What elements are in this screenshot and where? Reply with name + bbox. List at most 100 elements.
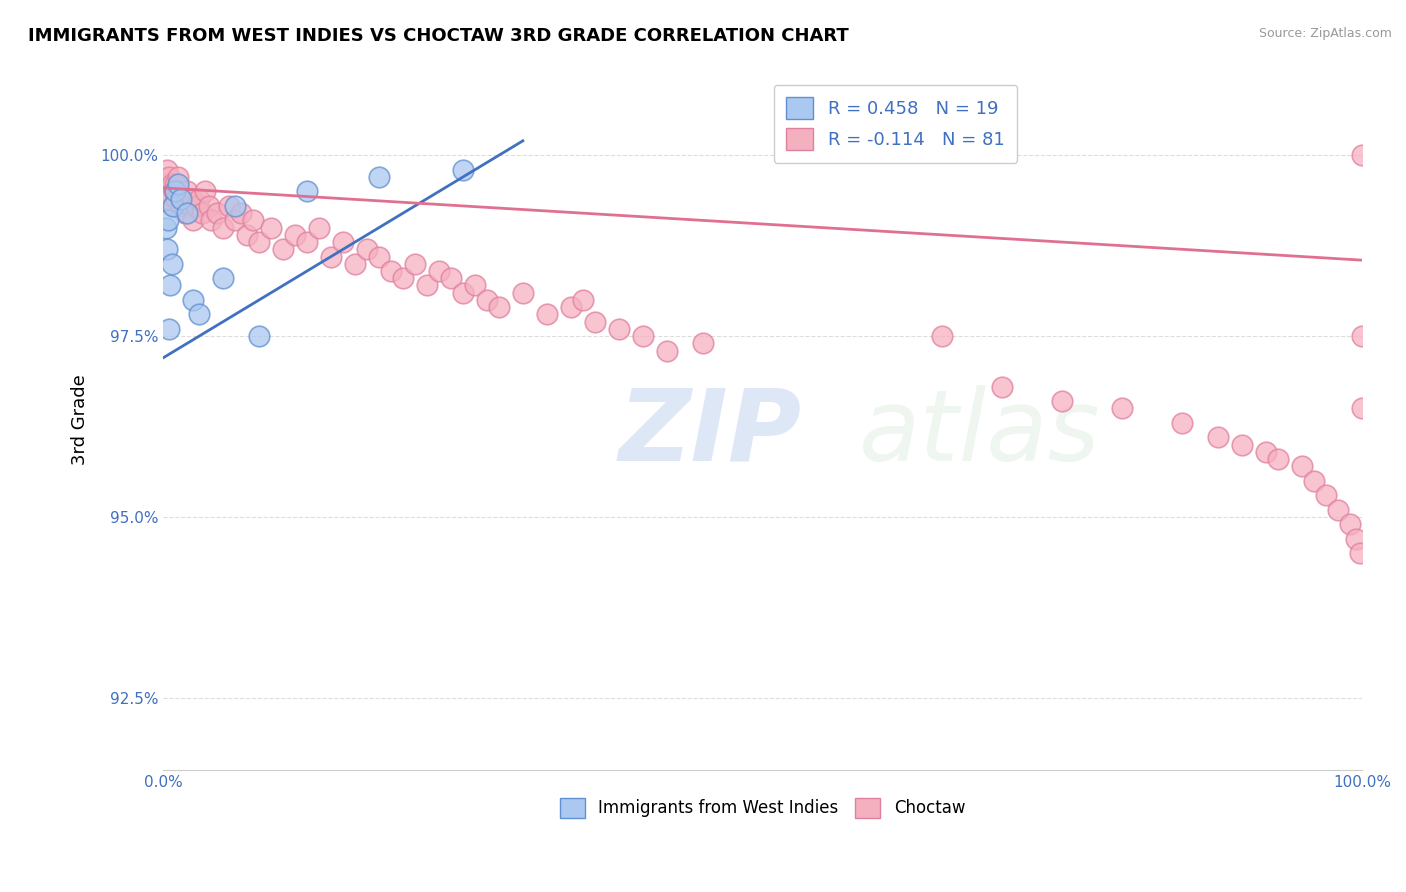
Point: [176, 206, 198, 220]
Point: [160, 178, 183, 192]
Point: [166, 178, 188, 192]
Point: [572, 293, 595, 307]
Point: [181, 293, 204, 307]
Point: [536, 307, 558, 321]
Point: [167, 185, 190, 199]
Point: [1339, 517, 1361, 532]
Point: [295, 235, 318, 249]
Point: [416, 278, 439, 293]
Point: [451, 162, 474, 177]
Y-axis label: 3rd Grade: 3rd Grade: [72, 374, 89, 465]
Point: [155, 220, 177, 235]
Point: [260, 220, 283, 235]
Legend: Immigrants from West Indies, Choctaw: Immigrants from West Indies, Choctaw: [554, 791, 972, 825]
Point: [1348, 546, 1371, 560]
Text: IMMIGRANTS FROM WEST INDIES VS CHOCTAW 3RD GRADE CORRELATION CHART: IMMIGRANTS FROM WEST INDIES VS CHOCTAW 3…: [28, 27, 849, 45]
Point: [247, 235, 270, 249]
Point: [181, 213, 204, 227]
Point: [1303, 474, 1326, 488]
Point: [475, 293, 498, 307]
Point: [156, 242, 179, 256]
Point: [1351, 401, 1374, 416]
Point: [1315, 488, 1337, 502]
Point: [1351, 148, 1374, 162]
Point: [1267, 452, 1289, 467]
Point: [692, 336, 714, 351]
Point: [427, 264, 450, 278]
Point: [356, 242, 378, 256]
Point: [1291, 459, 1313, 474]
Point: [170, 192, 193, 206]
Point: [512, 285, 534, 300]
Point: [160, 257, 183, 271]
Point: [157, 169, 180, 184]
Point: [236, 227, 259, 242]
Point: [156, 185, 179, 199]
Point: [488, 300, 510, 314]
Point: [172, 192, 194, 206]
Point: [368, 250, 391, 264]
Point: [1111, 401, 1133, 416]
Point: [380, 264, 402, 278]
Point: [176, 185, 198, 199]
Point: [212, 271, 235, 285]
Point: [1052, 394, 1074, 409]
Point: [156, 162, 179, 177]
Point: [188, 192, 211, 206]
Point: [162, 199, 184, 213]
Point: [560, 300, 582, 314]
Point: [156, 213, 179, 227]
Point: [308, 220, 330, 235]
Point: [284, 227, 307, 242]
Point: [170, 199, 193, 213]
Point: [404, 257, 426, 271]
Point: [655, 343, 678, 358]
Point: [464, 278, 486, 293]
Point: [242, 213, 264, 227]
Point: [157, 322, 180, 336]
Point: [1351, 329, 1374, 343]
Point: [224, 199, 246, 213]
Point: [184, 199, 207, 213]
Point: [218, 199, 240, 213]
Text: Source: ZipAtlas.com: Source: ZipAtlas.com: [1258, 27, 1392, 40]
Point: [162, 199, 184, 213]
Point: [188, 307, 211, 321]
Point: [155, 178, 177, 192]
Point: [1230, 437, 1253, 451]
Point: [159, 192, 181, 206]
Point: [440, 271, 463, 285]
Point: [165, 192, 187, 206]
Point: [165, 185, 187, 199]
Point: [197, 199, 219, 213]
Point: [368, 169, 391, 184]
Text: atlas: atlas: [859, 384, 1099, 482]
Point: [1344, 532, 1367, 546]
Point: [166, 169, 188, 184]
Point: [224, 213, 246, 227]
Point: [332, 235, 354, 249]
Point: [392, 271, 415, 285]
Point: [1171, 416, 1194, 430]
Point: [271, 242, 294, 256]
Point: [1254, 445, 1277, 459]
Point: [631, 329, 654, 343]
Point: [165, 178, 187, 192]
Point: [991, 380, 1014, 394]
Text: ZIP: ZIP: [619, 384, 801, 482]
Point: [247, 329, 270, 343]
Point: [181, 192, 204, 206]
Point: [344, 257, 367, 271]
Point: [205, 206, 228, 220]
Point: [231, 206, 253, 220]
Point: [607, 322, 630, 336]
Point: [163, 185, 186, 199]
Point: [179, 199, 201, 213]
Point: [200, 213, 222, 227]
Point: [212, 220, 235, 235]
Point: [583, 315, 606, 329]
Point: [451, 285, 474, 300]
Point: [1206, 430, 1229, 444]
Point: [173, 206, 195, 220]
Point: [1327, 502, 1350, 516]
